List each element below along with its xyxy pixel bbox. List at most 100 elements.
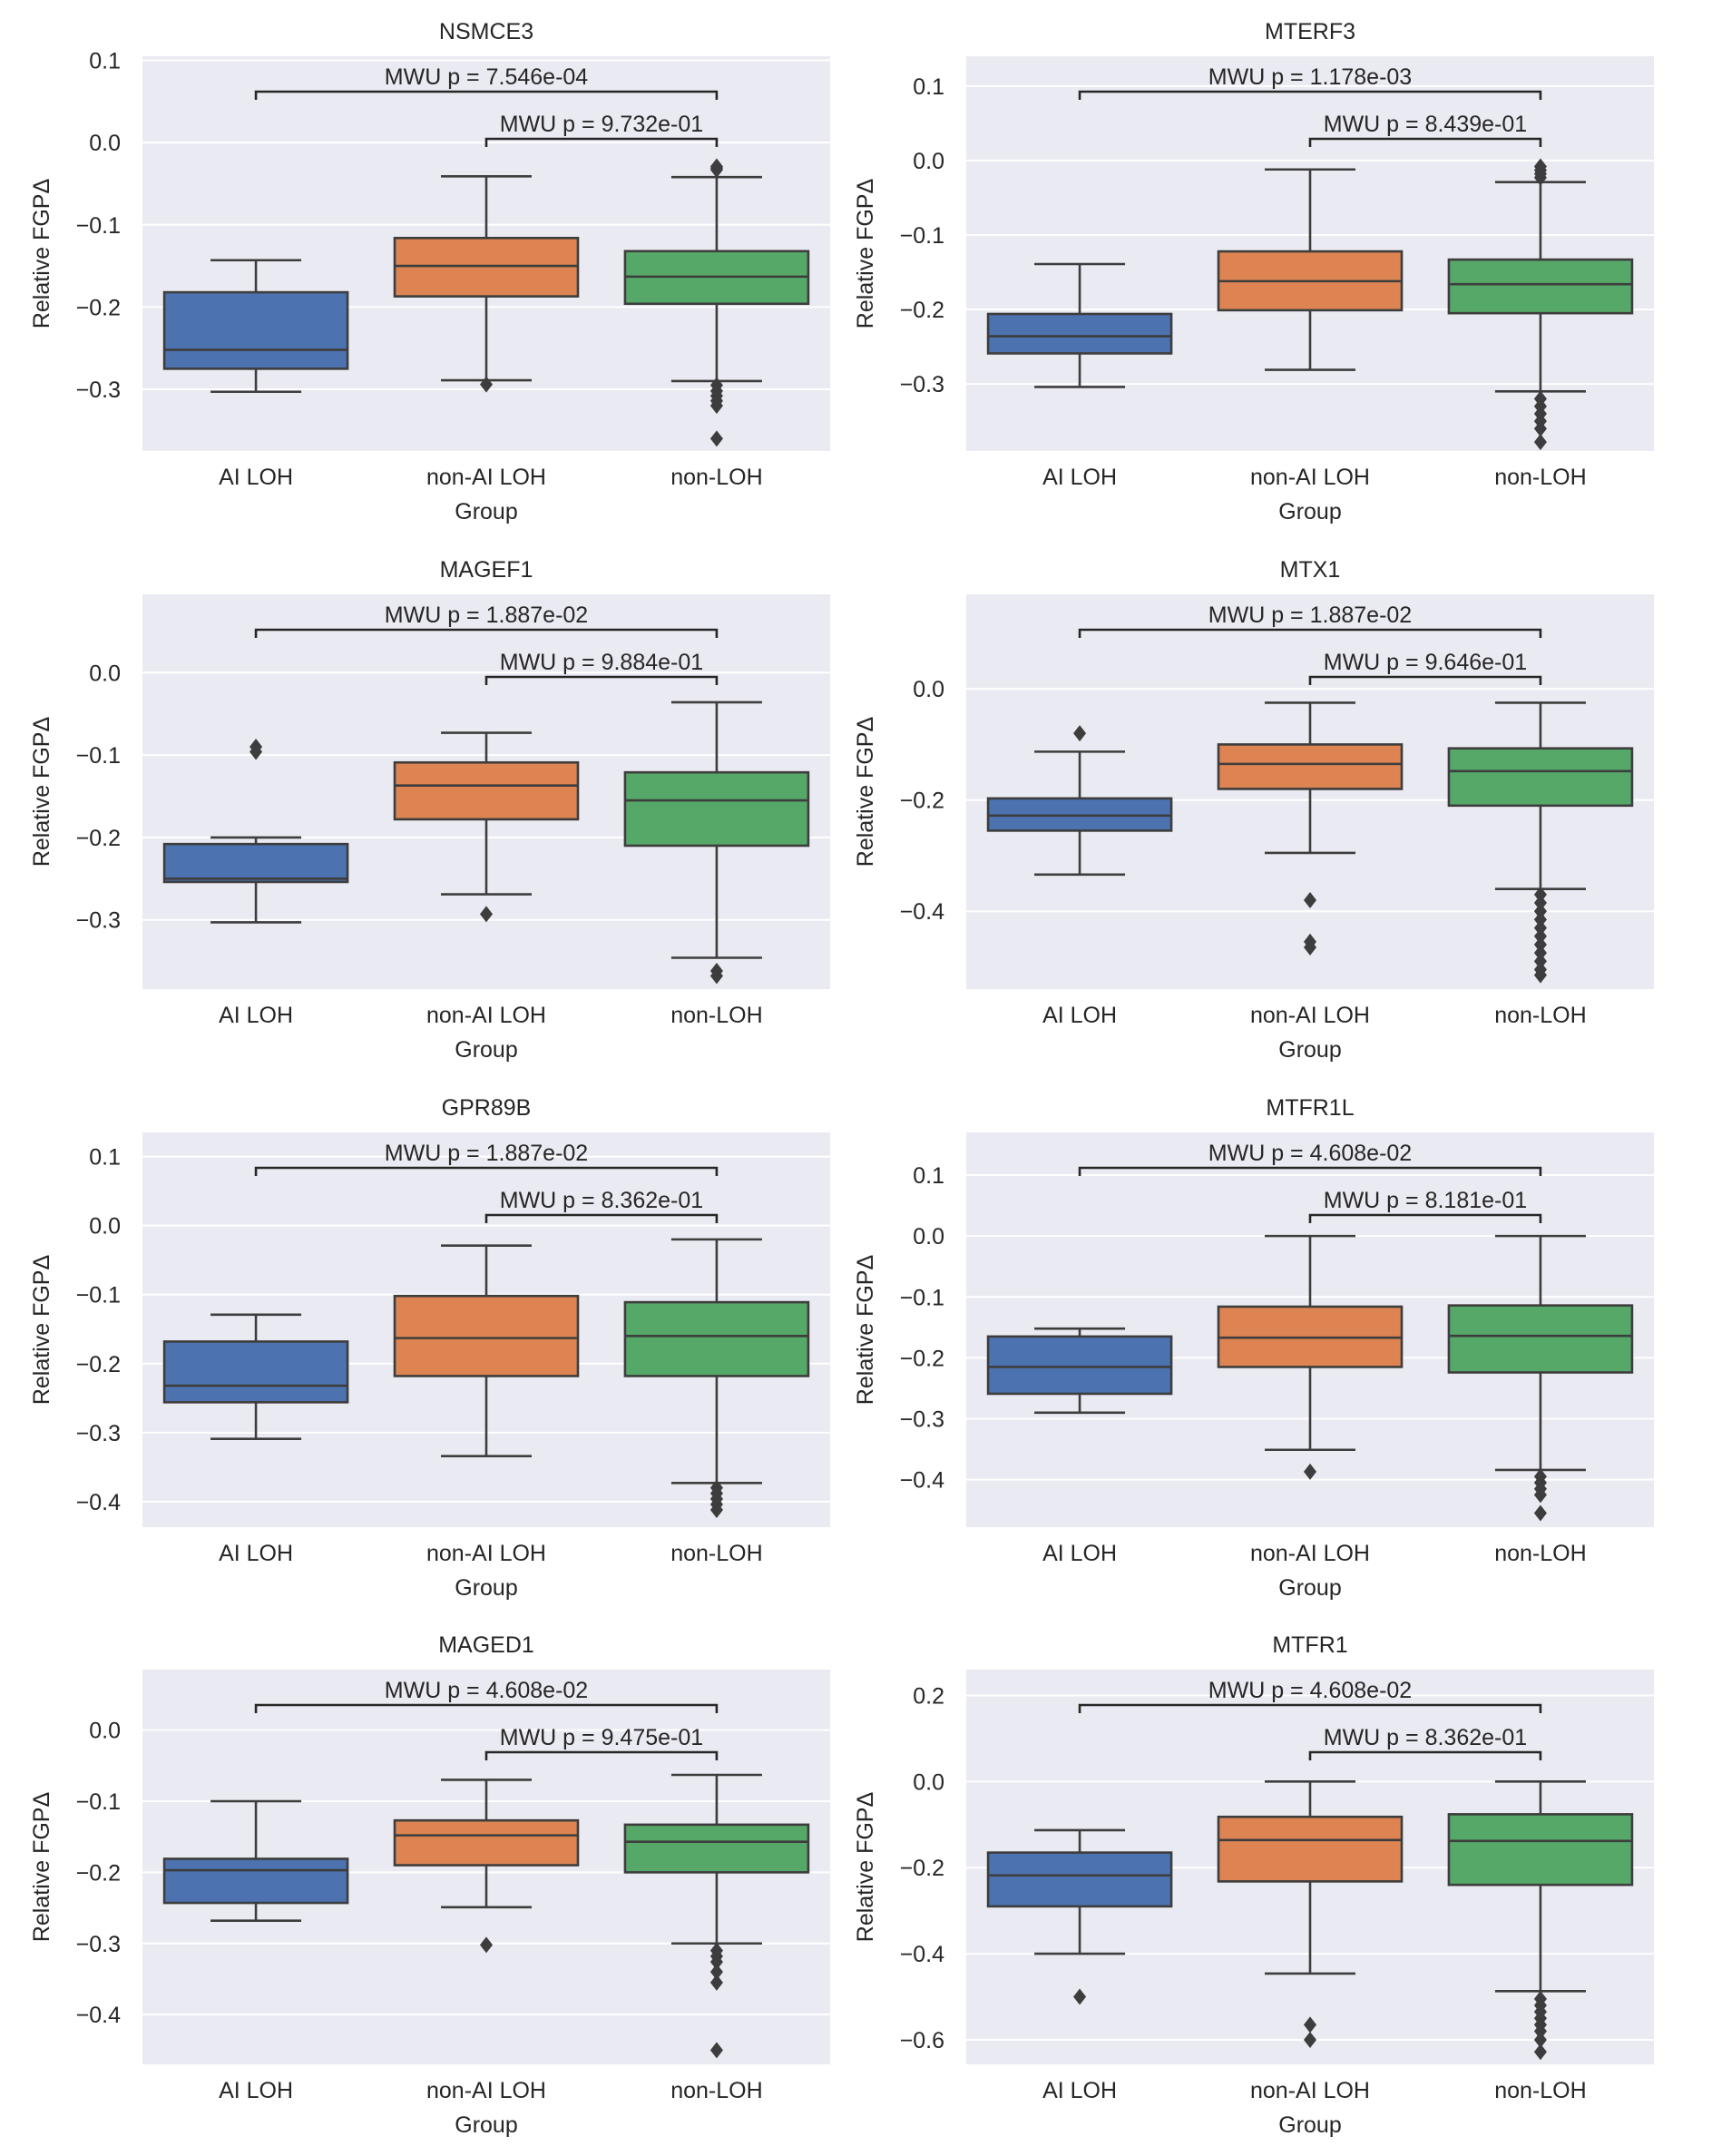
box-non-loh [623,158,810,447]
outlier-point [1533,420,1547,437]
y-tick-label: −0.3 [76,377,121,403]
box-ai-loh [162,1313,349,1440]
y-tick-label: 0.0 [89,1214,121,1240]
y-tick-label: −0.6 [900,2028,944,2053]
x-tick-label: non-LOH [1494,465,1586,490]
chart-title: MTX1 [1280,557,1341,583]
y-axis-label: Relative FGPΔ [853,717,878,867]
x-tick-label: AI LOH [219,1003,293,1028]
significance-label: MWU p = 8.439e-01 [1324,112,1527,137]
chart-title: NSMCE3 [439,19,533,44]
x-axis-label: Group [1278,2112,1341,2138]
outlier-point [1303,939,1317,956]
y-axis-label: Relative FGPΔ [853,1255,878,1405]
outlier-point [1073,725,1087,742]
significance-label: MWU p = 1.887e-02 [385,603,588,628]
box-ai-loh [986,1327,1173,1415]
outlier-point [1533,169,1547,186]
chart-title: GPR89B [442,1095,532,1121]
y-tick-label: −0.2 [76,1860,121,1886]
outlier-point [709,430,723,447]
y-tick-label: −0.2 [900,298,944,323]
y-tick-label: −0.2 [900,789,944,814]
box-iqr [986,312,1173,355]
outlier-point [1533,1504,1547,1522]
chart-title: MAGED1 [438,1632,534,1658]
significance-bracket [484,675,719,685]
y-axis-label: Relative FGPΔ [29,717,54,867]
x-tick-label: non-AI LOH [426,1003,546,1028]
box-iqr [1217,1815,1404,1883]
chart-panel-gpr89b: 0.1 0.0 −0.1 −0.2 −0.3 −0.4 AI LOH non-AI LOH no… [29,1095,830,1601]
box-iqr [1447,747,1634,808]
outlier-point [709,1501,723,1518]
outlier-point [1533,2023,1547,2040]
y-tick-label: −0.1 [76,213,121,239]
outlier-point [1533,911,1547,928]
x-tick-label: non-AI LOH [426,2078,546,2103]
outlier-point [1533,886,1547,903]
significance-label: MWU p = 4.608e-02 [385,1678,588,1703]
outlier-point [709,397,723,415]
outlier-point [709,967,723,985]
significance-label: MWU p = 4.608e-02 [1208,1141,1412,1166]
y-axis-label: Relative FGPΔ [853,179,878,328]
significance-label: MWU p = 1.887e-02 [385,1141,588,1166]
y-tick-label: 0.1 [89,49,121,74]
y-tick-label: 0.0 [89,1719,121,1744]
significance-bracket [254,90,719,100]
significance-label: MWU p = 9.884e-01 [500,650,703,675]
x-tick-label: AI LOH [219,465,293,490]
outlier-point [1533,966,1547,984]
outlier-point [1533,953,1547,970]
outlier-point [1533,434,1547,451]
x-tick-label: AI LOH [1042,1003,1117,1028]
significance-bracket [484,1750,719,1760]
significance-bracket [1078,1166,1542,1176]
box-non-loh [1447,701,1634,984]
outlier-point [1533,945,1547,962]
x-tick-label: AI LOH [219,1541,293,1566]
x-tick-label: non-LOH [670,1003,762,1028]
box-ai-loh [162,259,349,394]
outlier-point [1533,919,1547,936]
x-tick-label: non-LOH [1494,1003,1586,1028]
x-tick-label: non-LOH [670,1541,762,1566]
y-tick-label: −0.4 [76,1490,121,1515]
significance-bracket [1308,1213,1542,1223]
box-iqr [162,842,349,884]
box-iqr [1447,258,1634,315]
outlier-point [479,906,494,923]
significance-label: MWU p = 1.887e-02 [1208,603,1412,628]
y-tick-label: −0.1 [76,743,121,769]
outlier-point [1303,2031,1317,2048]
significance-bracket [484,137,719,147]
x-tick-label: non-AI LOH [426,1541,546,1566]
box-non-ai-loh [1217,1234,1404,1480]
box-iqr [1447,1304,1634,1374]
x-tick-label: non-LOH [1494,2078,1586,2103]
significance-bracket [1078,90,1542,100]
y-tick-label: −0.2 [76,826,121,851]
y-tick-label: 0.0 [89,661,121,686]
outlier-point [709,2042,723,2059]
y-tick-label: −0.4 [900,1468,944,1494]
outlier-point [1533,936,1547,953]
box-ai-loh [162,1799,349,1922]
x-tick-label: non-LOH [1494,1541,1586,1566]
y-axis-label: Relative FGPΔ [853,1792,878,1942]
y-tick-label: 0.0 [913,1769,944,1795]
box-iqr [162,1857,349,1905]
box-non-loh [1447,1780,1634,2061]
x-tick-label: AI LOH [1042,2078,1117,2103]
outlier-point [249,743,263,760]
x-tick-label: non-AI LOH [1250,2078,1370,2103]
y-tick-label: 0.1 [913,74,944,100]
y-tick-label: 0.0 [913,677,944,702]
x-tick-label: AI LOH [1042,1541,1117,1566]
chart-panel-nsmce3: 0.1 0.0 −0.1 −0.2 −0.3 AI LOH non-AI LOH non-LO… [29,19,830,524]
chart-panel-mtfr1l: 0.1 0.0 −0.1 −0.2 −0.3 −0.4 AI LOH non-AI LOH no… [853,1095,1654,1601]
chart-panel-maged1: 0.0 −0.1 −0.2 −0.3 −0.4 AI LOH non-AI LOH non-L… [29,1632,830,2138]
outlier-point [479,1936,494,1954]
